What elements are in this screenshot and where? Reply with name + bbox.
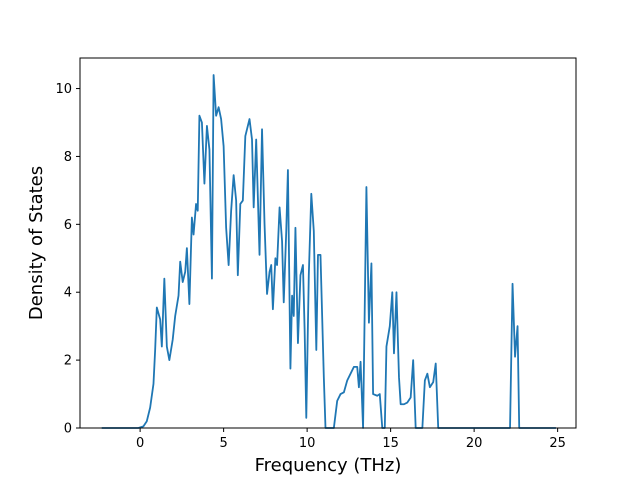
plot-frame <box>79 57 577 429</box>
x-axis: 0 5 10 15 20 25 <box>136 428 566 451</box>
y-tick-label: 10 <box>55 82 72 97</box>
y-tick-label: 6 <box>64 218 72 233</box>
plot-area <box>80 58 576 428</box>
y-tick-label: 4 <box>64 286 72 301</box>
x-axis-label: Frequency (THz) <box>255 455 402 476</box>
dos-series-line <box>101 74 556 429</box>
y-axis-label: Density of States <box>26 166 47 320</box>
x-tick-label: 15 <box>382 436 399 451</box>
x-tick-label: 0 <box>136 436 144 451</box>
y-tick-label: 8 <box>64 150 72 165</box>
y-tick-label: 0 <box>64 422 72 437</box>
x-tick-label: 5 <box>219 436 227 451</box>
x-tick-label: 20 <box>466 436 483 451</box>
x-tick-label: 10 <box>299 436 316 451</box>
y-axis: 0 2 4 6 8 10 <box>55 82 80 437</box>
x-tick-label: 25 <box>549 436 566 451</box>
y-tick-label: 2 <box>64 354 72 369</box>
